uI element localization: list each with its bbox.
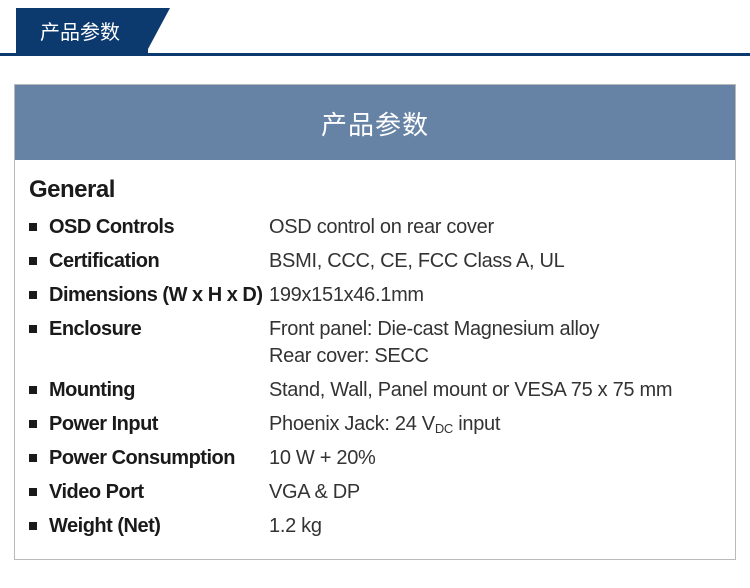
bullet-icon bbox=[29, 420, 37, 428]
bullet-icon bbox=[29, 522, 37, 530]
spec-row: EnclosureFront panel: Die-cast Magnesium… bbox=[29, 316, 721, 370]
spec-row: Video PortVGA & DP bbox=[29, 479, 721, 506]
spec-label: Power Consumption bbox=[49, 445, 269, 472]
tab-product-params[interactable]: 产品参数 bbox=[16, 8, 148, 53]
bullet-icon bbox=[29, 454, 37, 462]
spec-value: Stand, Wall, Panel mount or VESA 75 x 75… bbox=[269, 377, 672, 404]
spec-label: OSD Controls bbox=[49, 214, 269, 241]
bullet-icon bbox=[29, 488, 37, 496]
spec-row: Power InputPhoenix Jack: 24 VDC input bbox=[29, 411, 721, 438]
spec-row: MountingStand, Wall, Panel mount or VESA… bbox=[29, 377, 721, 404]
tab-label: 产品参数 bbox=[40, 22, 120, 44]
spec-label: Weight (Net) bbox=[49, 513, 269, 540]
spec-value: OSD control on rear cover bbox=[269, 214, 494, 241]
spec-label: Enclosure bbox=[49, 316, 269, 343]
bullet-icon bbox=[29, 257, 37, 265]
spec-label: Dimensions (W x H x D) bbox=[49, 282, 269, 309]
bullet-icon bbox=[29, 291, 37, 299]
spec-label: Power Input bbox=[49, 411, 269, 438]
spec-list: OSD ControlsOSD control on rear coverCer… bbox=[29, 214, 721, 540]
tab-underline bbox=[0, 53, 750, 56]
section-title-general: General bbox=[29, 176, 721, 204]
spec-label: Mounting bbox=[49, 377, 269, 404]
spec-value: 1.2 kg bbox=[269, 513, 322, 540]
spec-value: Phoenix Jack: 24 VDC input bbox=[269, 411, 500, 438]
spec-row: CertificationBSMI, CCC, CE, FCC Class A,… bbox=[29, 248, 721, 275]
bullet-icon bbox=[29, 386, 37, 394]
spec-value: BSMI, CCC, CE, FCC Class A, UL bbox=[269, 248, 565, 275]
bullet-icon bbox=[29, 325, 37, 333]
spec-value: 199x151x46.1mm bbox=[269, 282, 424, 309]
spec-panel: 产品参数 General OSD ControlsOSD control on … bbox=[14, 84, 736, 560]
spec-row: OSD ControlsOSD control on rear cover bbox=[29, 214, 721, 241]
spec-value: 10 W + 20% bbox=[269, 445, 376, 472]
spec-row: Dimensions (W x H x D)199x151x46.1mm bbox=[29, 282, 721, 309]
tab-bar: 产品参数 bbox=[0, 8, 750, 56]
spec-row: Power Consumption10 W + 20% bbox=[29, 445, 721, 472]
spec-label: Certification bbox=[49, 248, 269, 275]
bullet-icon bbox=[29, 223, 37, 231]
panel-title: 产品参数 bbox=[15, 85, 735, 160]
spec-label: Video Port bbox=[49, 479, 269, 506]
spec-value: Front panel: Die-cast Magnesium alloyRea… bbox=[269, 316, 599, 370]
panel-body: General OSD ControlsOSD control on rear … bbox=[15, 160, 735, 559]
spec-row: Weight (Net)1.2 kg bbox=[29, 513, 721, 540]
spec-value: VGA & DP bbox=[269, 479, 360, 506]
